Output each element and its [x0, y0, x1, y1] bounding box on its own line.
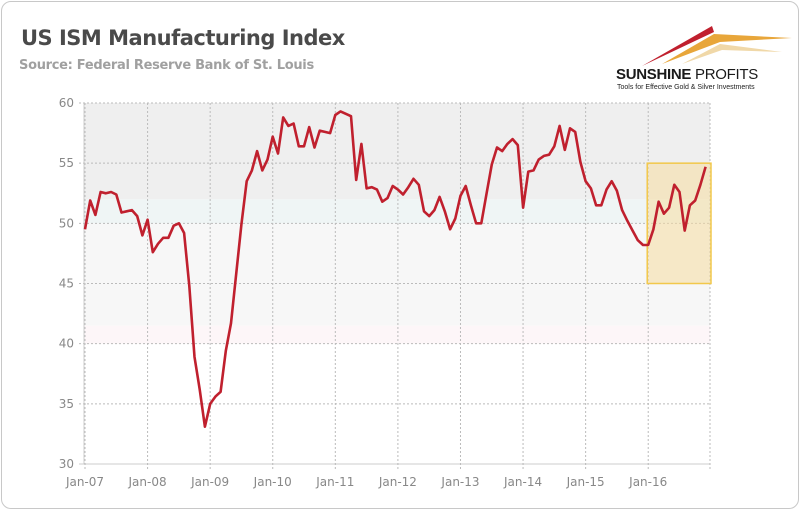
y-tick-label: 35 — [59, 397, 74, 411]
x-tick-label: Jan-15 — [566, 475, 605, 489]
y-tick-label: 30 — [59, 457, 74, 471]
background-band — [84, 199, 710, 224]
background-band — [84, 223, 710, 326]
x-tick-label: Jan-09 — [190, 475, 229, 489]
x-tick-label: Jan-12 — [378, 475, 417, 489]
x-tick-label: Jan-14 — [503, 475, 542, 489]
x-tick-label: Jan-07 — [65, 475, 104, 489]
y-tick-label: 40 — [59, 337, 74, 351]
x-tick-label: Jan-11 — [315, 475, 354, 489]
chart-subtitle: Source: Federal Reserve Bank of St. Loui… — [19, 58, 314, 73]
y-tick-label: 60 — [59, 96, 74, 110]
y-tick-label: 45 — [59, 277, 74, 291]
logo-rays-icon — [642, 26, 792, 66]
background-band — [84, 325, 710, 344]
x-tick-label: Jan-10 — [253, 475, 292, 489]
y-tick-label: 55 — [59, 156, 74, 170]
y-tick-label: 50 — [59, 216, 74, 230]
x-tick-label: Jan-16 — [628, 475, 667, 489]
logo-tagline: Tools for Effective Gold & Silver Invest… — [617, 84, 755, 91]
x-tick-label: Jan-08 — [128, 475, 167, 489]
sunshine-profits-logo: SUNSHINE PROFITS Tools for Effective Gol… — [602, 20, 792, 100]
chart-title: US ISM Manufacturing Index — [21, 26, 345, 50]
x-tick-label: Jan-13 — [440, 475, 479, 489]
ism-series-line — [83, 110, 707, 429]
background-band — [84, 103, 710, 200]
logo-name: SUNSHINE PROFITS — [616, 66, 758, 83]
